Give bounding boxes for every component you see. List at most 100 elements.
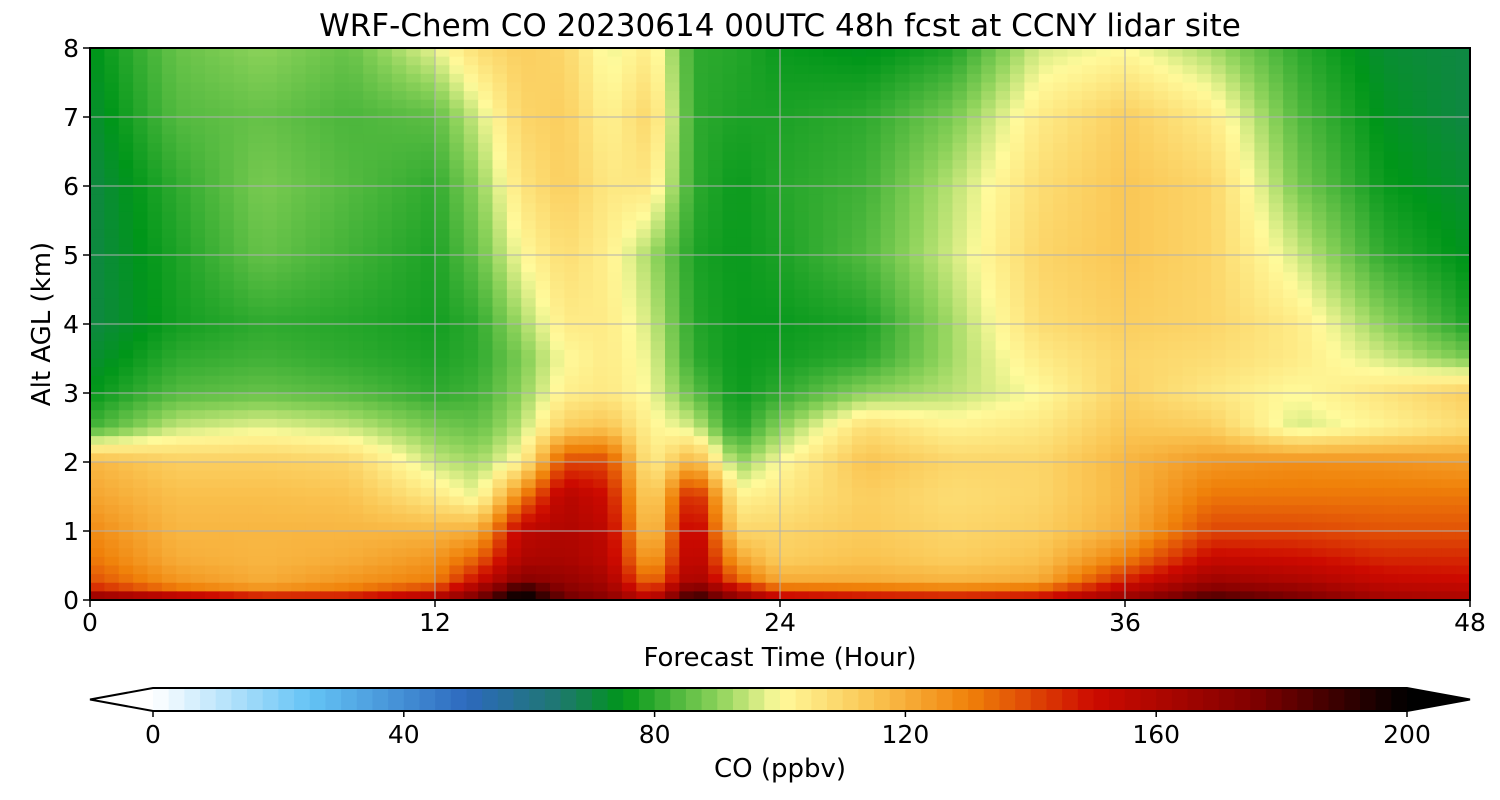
heatmap-cell — [1297, 91, 1313, 101]
heatmap-cell — [693, 160, 709, 170]
heatmap-cell — [966, 56, 982, 66]
heatmap-cell — [391, 453, 407, 463]
heatmap-cell — [1225, 401, 1241, 411]
heatmap-cell — [909, 237, 925, 247]
heatmap-cell — [104, 134, 120, 144]
heatmap-cell — [291, 203, 307, 213]
heatmap-cell — [665, 384, 680, 394]
heatmap-cell — [478, 341, 494, 351]
heatmap-cell — [176, 168, 192, 178]
heatmap-cell — [363, 418, 379, 429]
heatmap-cell — [463, 203, 479, 213]
heatmap-cell — [1297, 246, 1313, 256]
heatmap-cell — [1240, 211, 1255, 222]
heatmap-cell — [636, 73, 652, 84]
heatmap-cell — [880, 203, 896, 213]
heatmap-cell — [866, 410, 882, 420]
heatmap-cell — [118, 99, 134, 109]
heatmap-cell — [276, 479, 292, 489]
heatmap-cell — [492, 125, 508, 135]
heatmap-cell — [535, 401, 551, 411]
heatmap-cell — [1024, 280, 1040, 291]
heatmap-cell — [1182, 151, 1198, 161]
heatmap-cell — [938, 341, 954, 351]
heatmap-cell — [104, 427, 120, 437]
heatmap-cell — [233, 99, 249, 109]
heatmap-cell — [492, 168, 508, 178]
heatmap-cell — [205, 99, 220, 109]
heatmap-cell — [1326, 125, 1342, 135]
heatmap-cell — [593, 315, 609, 325]
heatmap-cell — [1412, 82, 1428, 92]
heatmap-cell — [276, 358, 292, 368]
heatmap-cell — [1412, 280, 1428, 291]
heatmap-cell — [233, 229, 249, 239]
heatmap-cell — [837, 125, 853, 135]
heatmap-cell — [593, 298, 609, 308]
heatmap-cell — [1053, 479, 1069, 489]
heatmap-cell — [794, 194, 810, 204]
heatmap-cell — [693, 487, 709, 498]
heatmap-cell — [305, 306, 321, 316]
heatmap-cell — [1283, 401, 1299, 411]
heatmap-cell — [506, 99, 522, 109]
heatmap-cell — [377, 117, 393, 127]
heatmap-cell — [1283, 349, 1299, 360]
heatmap-cell — [1412, 186, 1428, 196]
heatmap-cell — [866, 160, 882, 170]
heatmap-cell — [1225, 341, 1241, 351]
heatmap-cell — [708, 168, 724, 178]
heatmap-cells — [90, 48, 1471, 601]
heatmap-cell — [463, 401, 479, 411]
heatmap-cell — [334, 401, 350, 411]
heatmap-cell — [1168, 220, 1184, 230]
heatmap-cell — [1355, 203, 1370, 213]
heatmap-cell — [895, 237, 910, 247]
chart-title: WRF-Chem CO 20230614 00UTC 48h fcst at C… — [319, 8, 1241, 44]
heatmap-cell — [578, 160, 594, 170]
heatmap-cell — [348, 289, 364, 299]
heatmap-cell — [1110, 436, 1126, 446]
heatmap-cell — [1024, 48, 1040, 58]
heatmap-cell — [837, 237, 853, 247]
heatmap-cell — [205, 168, 220, 178]
heatmap-cell — [463, 108, 479, 118]
heatmap-cell — [1110, 487, 1126, 498]
heatmap-cell — [780, 142, 795, 153]
heatmap-cell — [1038, 211, 1054, 222]
heatmap-cell — [837, 453, 853, 463]
heatmap-cell — [104, 142, 120, 153]
heatmap-cell — [1383, 367, 1399, 377]
heatmap-cell — [895, 453, 910, 463]
heatmap-cell — [1081, 401, 1097, 411]
heatmap-cell — [363, 444, 379, 454]
heatmap-cell — [808, 56, 824, 66]
heatmap-cell — [521, 186, 537, 196]
heatmap-cell — [276, 367, 292, 377]
heatmap-cell — [880, 272, 896, 282]
heatmap-cell — [1426, 56, 1442, 66]
heatmap-cell — [377, 315, 393, 325]
heatmap-cell — [1211, 487, 1227, 498]
heatmap-cell — [607, 160, 623, 170]
heatmap-cell — [1010, 255, 1025, 265]
heatmap-cell — [334, 298, 350, 308]
heatmap-cell — [708, 436, 724, 446]
heatmap-cell — [205, 358, 220, 368]
heatmap-cell — [478, 315, 494, 325]
heatmap-cell — [1455, 168, 1471, 178]
heatmap-cell — [1441, 393, 1457, 403]
heatmap-cell — [133, 418, 149, 429]
heatmap-cell — [765, 453, 781, 463]
heatmap-cell — [1010, 427, 1025, 437]
heatmap-cell — [923, 73, 939, 84]
heatmap-cell — [1441, 194, 1457, 204]
heatmap-cell — [190, 134, 206, 144]
heatmap-cell — [1196, 401, 1212, 411]
heatmap-cell — [1024, 211, 1040, 222]
heatmap-cell — [1196, 194, 1212, 204]
heatmap-cell — [607, 177, 623, 187]
heatmap-cell — [305, 341, 321, 351]
heatmap-cell — [966, 186, 982, 196]
heatmap-cell — [693, 375, 709, 385]
